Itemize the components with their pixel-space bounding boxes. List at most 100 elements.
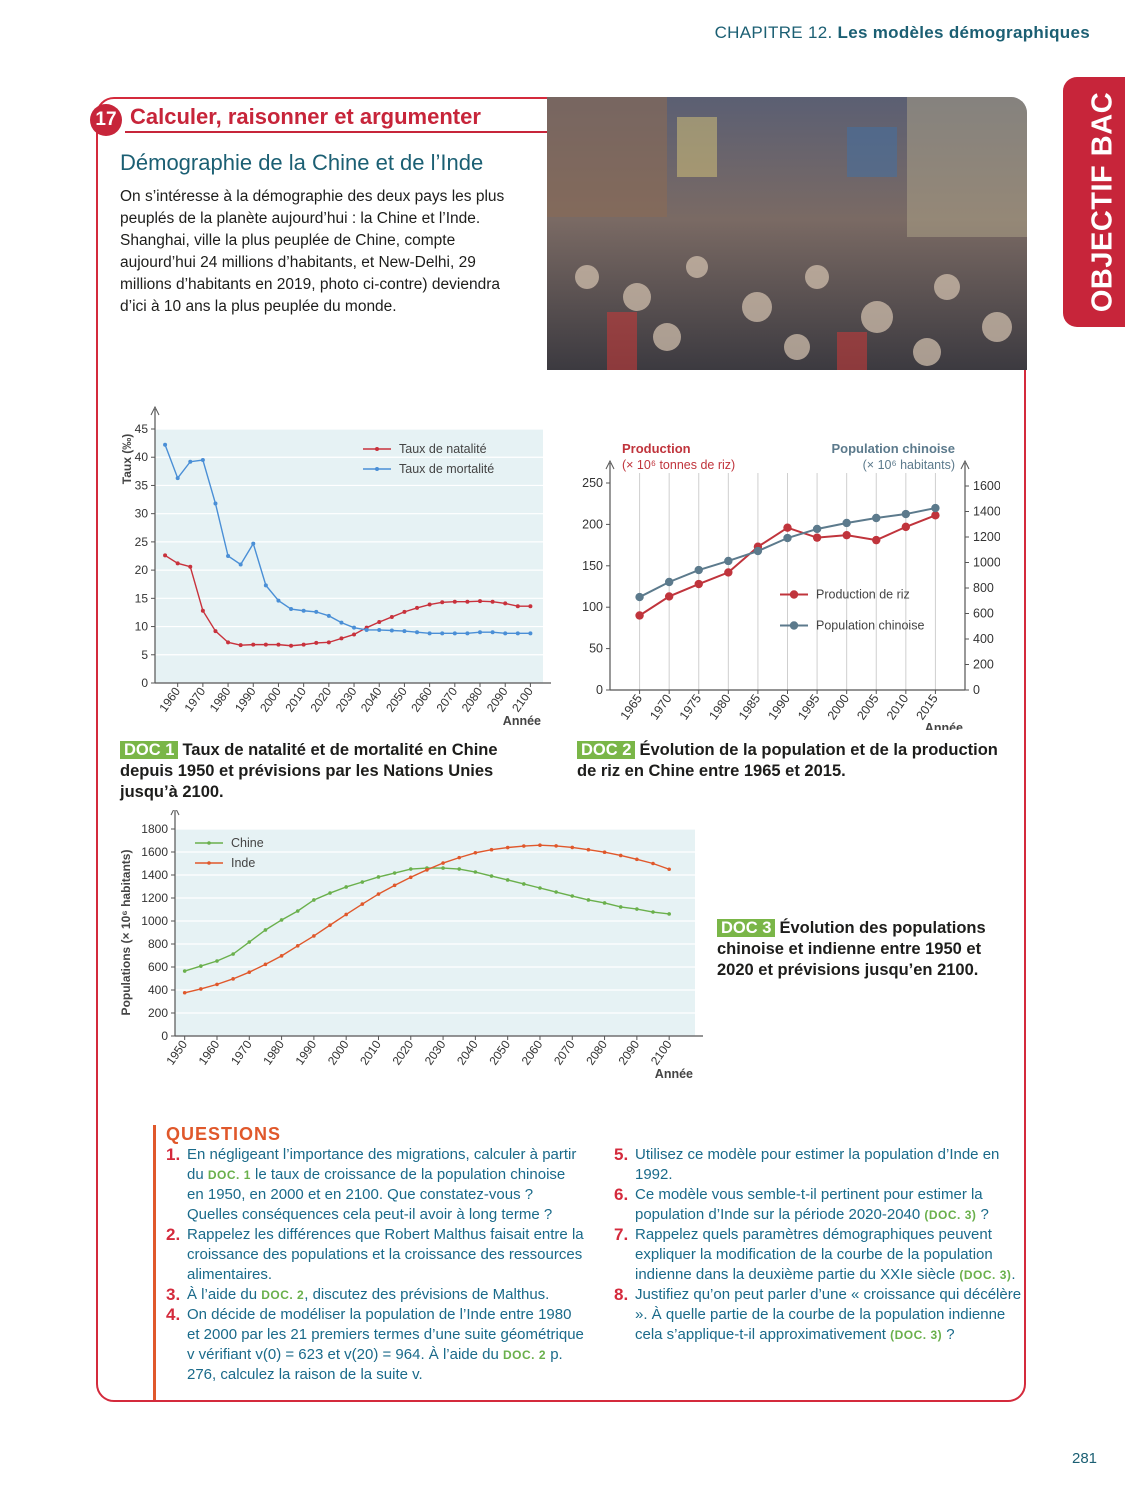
y-tick-label: 100 [582,600,603,614]
legend-label: Inde [231,856,255,870]
data-point [389,628,394,633]
y2-tick-label: 800 [973,581,994,595]
data-point [188,564,193,569]
data-point [783,533,792,543]
data-point [425,868,429,872]
data-point [238,562,243,567]
x-tick-label: 2050 [383,684,410,714]
x-tick-label: 2070 [551,1037,578,1067]
question-text: À l’aide du DOC. 2, discutez des prévisi… [187,1285,549,1305]
data-point [328,923,332,927]
question: 2. Rappelez les différences que Robert Ma… [166,1225,584,1285]
y-axis-unit: (× 10⁶ tonnes de riz) [622,458,735,472]
data-point [339,636,344,641]
doc-badge: DOC 3 [717,919,776,937]
series-line [164,444,531,635]
data-point [490,599,495,604]
question-number: 6. [614,1185,629,1204]
question-part: ? [942,1326,955,1343]
y-tick-label: 0 [141,676,148,690]
y-tick-label: 200 [148,1006,168,1020]
y2-tick-label: 1600 [973,479,1000,493]
intro-text: On s’intéresse à la démographie des deux… [120,188,505,315]
data-point [289,607,294,612]
x-tick-label: 2040 [454,1037,481,1067]
data-point [251,642,256,647]
question-text: Utilisez ce modèle pour estimer la popul… [635,1145,1032,1185]
doc-caption: DOC 3 Évolution des populations chinoise … [717,918,1017,981]
title-rule [125,131,547,133]
question-part: En négligeant l’importance des migration… [187,1146,577,1183]
chapter-label: CHAPITRE 12. [714,23,833,42]
y-tick-label: 1600 [141,845,168,859]
y-tick-label: 0 [596,683,603,697]
question-number: 1. [166,1145,181,1164]
data-point [352,632,357,637]
doc-reference: (DOC. 3) [890,1328,943,1342]
x-tick-label: 1965 [618,692,645,723]
data-point [339,620,344,625]
data-point [251,541,256,546]
data-point [415,630,420,635]
data-point [901,522,911,532]
data-point [635,592,644,602]
questions-title: QUESTIONS [166,1124,282,1144]
data-point [538,843,542,848]
data-point [427,631,432,636]
data-point [389,614,394,619]
data-point [314,609,319,614]
y-tick-label: 1000 [141,914,168,928]
data-point [344,885,348,889]
data-point [490,630,495,635]
data-point [538,886,542,890]
side-tab-text: OBJECTIF BAC [1087,92,1120,312]
x-tick-label: 1975 [677,692,704,723]
question-number: 2. [166,1225,181,1244]
data-point [276,598,281,603]
y-tick-label: 35 [135,478,149,492]
data-point [276,642,281,647]
x-tick-label: 2000 [825,692,852,723]
data-point [344,912,348,917]
data-point [586,898,591,902]
legend-label: Population chinoise [816,619,924,633]
y-axis-arrow [170,810,180,816]
data-point [842,530,851,540]
y-tick-label: 800 [148,937,168,951]
y-tick-label: 15 [135,591,149,605]
data-point [664,592,674,601]
data-point [279,918,284,922]
data-point [515,604,520,609]
question-text: En négligeant l’importance des migration… [187,1145,584,1225]
plot-background [155,429,543,683]
data-point [872,535,881,545]
x-tick-label: 1990 [232,684,259,714]
data-point [478,630,483,635]
x-tick-label: 1995 [795,692,822,723]
legend-label: Taux de mortalité [399,462,494,476]
x-tick-label: 2020 [308,684,335,714]
data-point [263,962,268,967]
data-point [392,871,397,875]
data-point [289,643,294,648]
y2-tick-label: 400 [973,632,994,646]
data-point [586,847,591,852]
data-point [554,890,558,894]
question: 6. Ce modèle vous semble-t-il pertinent p… [614,1185,1032,1225]
data-point [247,970,252,974]
data-point [440,600,445,605]
x-tick-label: 2015 [913,692,940,723]
data-point [175,476,180,481]
data-point [503,601,508,606]
doc-text: Taux de natalité et de mortalité en Chin… [120,741,498,801]
data-point [247,940,252,944]
data-point [667,912,671,916]
question-text: Rappelez quels paramètres démographiques… [635,1225,1032,1285]
x-axis-label: Année [503,714,541,728]
doc-reference: DOC. 1 [207,1168,251,1182]
legend-label: Taux de natalité [399,442,487,456]
doc-text: Évolution de la population et de la prod… [577,741,998,780]
y-tick-label: 600 [148,960,168,974]
data-point [200,458,205,463]
